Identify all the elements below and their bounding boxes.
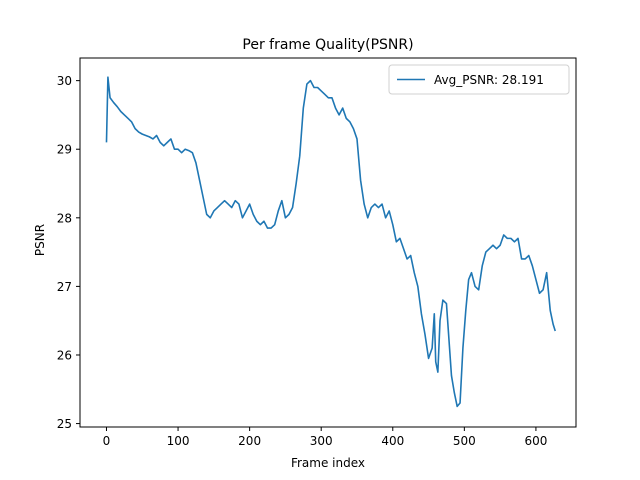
y-axis-label: PSNR [33,224,47,256]
y-tick-label: 30 [57,74,72,88]
x-tick-label: 500 [453,434,476,448]
y-tick-label: 29 [57,143,72,157]
series-line-0 [105,76,557,408]
axes-frame [79,57,577,428]
y-tick-label: 28 [57,211,72,225]
y-tick-label: 25 [57,417,72,431]
y-tick-label: 27 [57,280,72,294]
plot-area [79,57,577,428]
legend: Avg_PSNR: 28.191 [388,64,570,95]
x-tick-label: 300 [310,434,333,448]
x-tick-label: 400 [381,434,404,448]
x-axis-label: Frame index [291,456,365,470]
legend-label: Avg_PSNR: 28.191 [434,73,544,87]
x-axis: 0 100 200 300 400 500 600 [103,427,547,448]
legend-box [388,64,570,95]
x-tick-label: 0 [103,434,111,448]
chart-title: Per frame Quality(PSNR) [242,37,413,53]
y-axis: 25 26 27 28 29 30 [57,74,80,431]
y-tick-label: 26 [57,348,72,362]
x-tick-label: 100 [167,434,190,448]
x-tick-label: 600 [524,434,547,448]
x-tick-label: 200 [238,434,261,448]
